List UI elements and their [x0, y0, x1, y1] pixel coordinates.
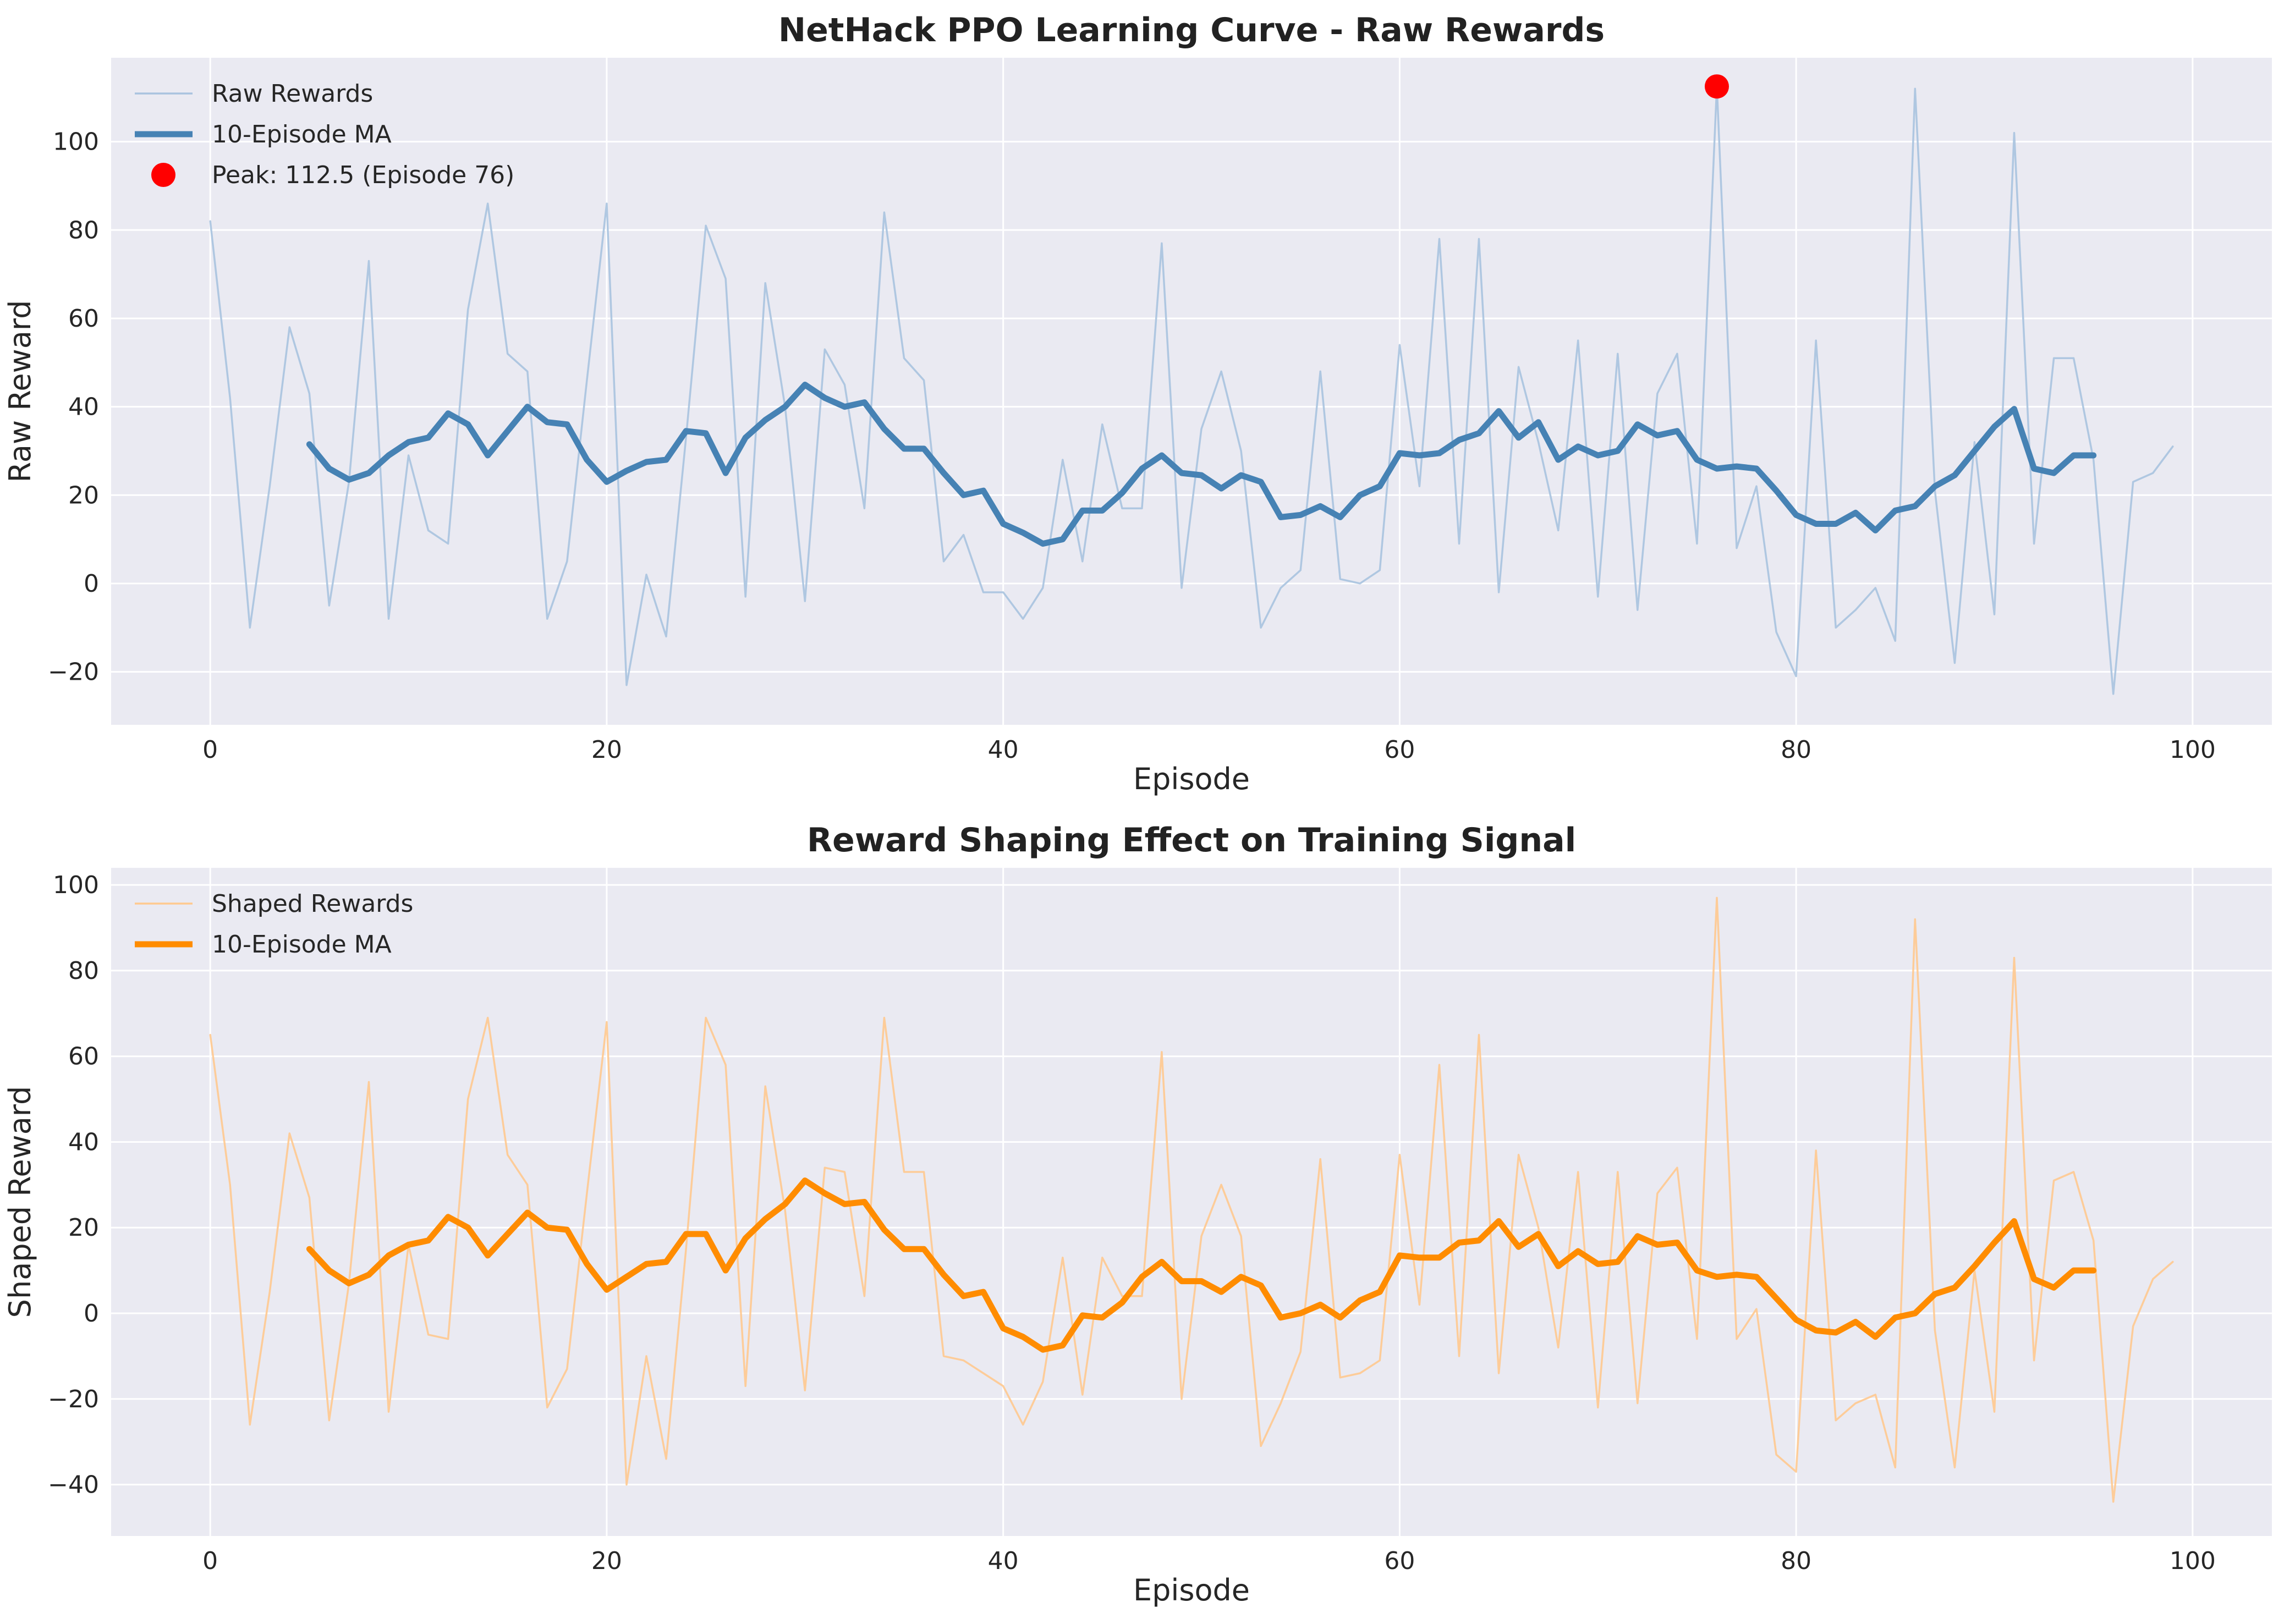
- x-tick-label: 0: [202, 736, 218, 764]
- y-tick-label: −20: [48, 1385, 99, 1413]
- y-tick-label: 40: [68, 393, 99, 421]
- x-tick-label: 40: [988, 1547, 1019, 1575]
- plot-area: [111, 868, 2272, 1536]
- y-tick-label: 100: [53, 871, 99, 899]
- y-tick-label: 20: [68, 1214, 99, 1242]
- y-tick-label: −40: [48, 1471, 99, 1499]
- x-tick-label: 20: [591, 1547, 622, 1575]
- chart-title: NetHack PPO Learning Curve - Raw Rewards: [778, 11, 1605, 49]
- x-tick-label: 60: [1384, 736, 1415, 764]
- raw-series-line: [209, 896, 2174, 1503]
- plot-area: [111, 58, 2272, 725]
- legend-marker-peak: [151, 163, 175, 187]
- x-tick-label: 80: [1781, 736, 1811, 764]
- raw-series-line: [209, 85, 2174, 695]
- y-tick-label: 40: [68, 1128, 99, 1156]
- y-axis-label: Shaped Reward: [3, 1086, 37, 1318]
- chart-panel-2: 0 20 40 60 80 100 −40 −20 0 20 40 60 80 100 Reward Sha…: [3, 821, 2272, 1608]
- y-tick-label: −20: [48, 658, 99, 686]
- legend-label: 10-Episode MA: [212, 931, 392, 959]
- x-tick-label: 40: [988, 736, 1019, 764]
- legend-label: Peak: 112.5 (Episode 76): [212, 161, 514, 189]
- y-tick-label: 80: [68, 216, 99, 244]
- legend-label: 10-Episode MA: [212, 120, 392, 148]
- y-tick-label: 100: [53, 128, 99, 156]
- y-tick-label: 0: [84, 570, 99, 598]
- y-tick-label: 60: [68, 305, 99, 333]
- x-tick-label: 100: [2170, 736, 2216, 764]
- y-tick-label: 0: [84, 1300, 99, 1328]
- y-tick-label: 20: [68, 481, 99, 509]
- x-tick-label: 100: [2170, 1547, 2216, 1575]
- x-tick-label: 60: [1384, 1547, 1415, 1575]
- moving-average-line: [306, 382, 2097, 547]
- y-tick-label: 80: [68, 957, 99, 985]
- x-tick-label: 0: [202, 1547, 218, 1575]
- chart-title: Reward Shaping Effect on Training Signal: [807, 821, 1576, 860]
- y-tick-label: 60: [68, 1043, 99, 1071]
- x-tick-label: 20: [591, 736, 622, 764]
- legend: Shaped Rewards 10-Episode MA: [135, 890, 413, 959]
- legend-label: Raw Rewards: [212, 80, 373, 108]
- x-axis-label: Episode: [1133, 1573, 1250, 1608]
- x-axis-label: Episode: [1133, 762, 1250, 796]
- chart-panel-1: 0 20 40 60 80 100 −20 0 20 40 60 80 100 NetHack PPO L…: [3, 11, 2272, 796]
- legend: Raw Rewards 10-Episode MA Peak: 112.5 (Epi…: [135, 80, 514, 189]
- moving-average-line: [306, 1177, 2097, 1353]
- legend-label: Shaped Rewards: [212, 890, 413, 918]
- x-tick-label: 80: [1781, 1547, 1811, 1575]
- y-axis-label: Raw Reward: [3, 300, 37, 483]
- peak-marker: [1704, 74, 1729, 99]
